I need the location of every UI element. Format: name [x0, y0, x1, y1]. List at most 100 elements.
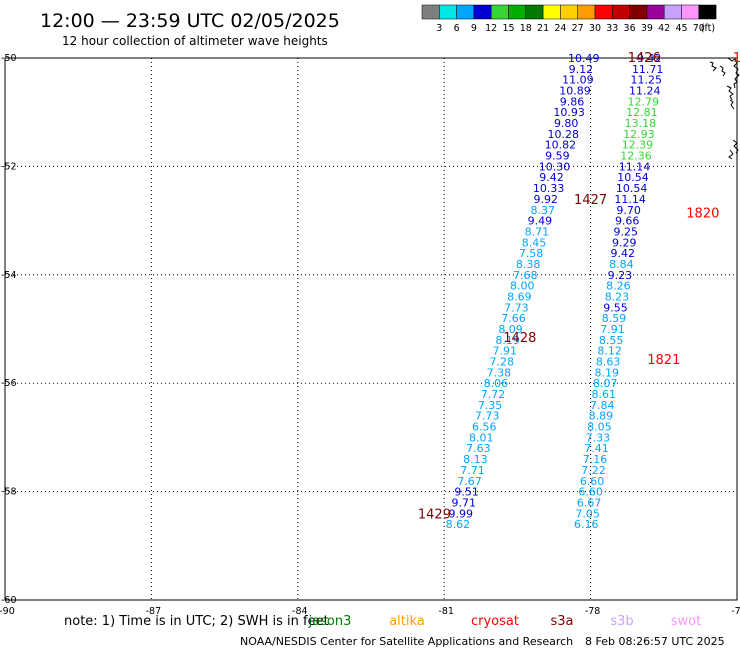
footer-note: note: 1) Time is in UTC; 2) SWH is in fe… [64, 614, 329, 629]
coastline-islands [709, 57, 740, 160]
x-tick-label: -81 [438, 606, 454, 617]
wave-height-point: 6.56 [472, 421, 497, 434]
wave-height-point: 7.33 [586, 431, 611, 444]
wave-height-point: 7.63 [466, 442, 491, 455]
wave-height-point: 7.91 [600, 323, 625, 336]
wave-height-point: 8.00 [510, 280, 535, 293]
colorbar-label: 33 [606, 23, 618, 34]
colorbar-swatch [612, 4, 630, 20]
wave-height-point: 12.81 [626, 106, 658, 119]
colorbar-swatch [525, 4, 544, 20]
pass-time-label: 1 [733, 51, 740, 66]
wave-height-point: 10.93 [553, 106, 585, 119]
y-tick-label: -52 [1, 161, 17, 172]
pass-time-label: 1428 [503, 331, 536, 346]
wave-height-point: 8.23 [605, 290, 630, 303]
colorbar-label: 15 [502, 23, 514, 34]
wave-height-point: 8.61 [592, 388, 617, 401]
wave-height-point: 8.07 [593, 377, 618, 390]
pass-time-label: 1821 [647, 353, 680, 368]
colorbar-swatch [490, 4, 509, 20]
wave-height-point: 7.73 [475, 410, 500, 423]
wave-height-point: 11.25 [630, 74, 662, 87]
colorbar-swatch [594, 4, 613, 20]
colorbar-swatch [681, 4, 700, 20]
wave-height-point: 9.42 [539, 171, 564, 184]
y-tick-label: -58 [1, 487, 17, 498]
axes: -90 -87 -84 -81 -78 -75 -50 -52 -54 -56 -58 -60 [0, 53, 740, 617]
x-tick-label: -78 [585, 606, 601, 617]
wave-height-point: 8.69 [507, 290, 532, 303]
wave-height-point: 9.29 [612, 236, 637, 249]
wave-height-point: 9.23 [608, 269, 633, 282]
colorbar-label: 24 [554, 23, 566, 34]
colorbar-label: 27 [572, 23, 584, 34]
colorbar-swatch [629, 4, 648, 20]
wave-height-point: 8.62 [446, 518, 471, 531]
colorbar-label: 9 [471, 23, 477, 34]
wave-height-point: 7.71 [460, 464, 485, 477]
chart-title: 12:00 — 23:59 UTC 02/05/2025 [40, 10, 340, 32]
wave-height-point: 8.19 [594, 366, 619, 379]
colorbar-swatch [508, 4, 527, 20]
wave-height-point: 7.28 [490, 356, 515, 369]
wave-height-point: 8.71 [525, 225, 550, 238]
wave-height-point: 11.14 [619, 160, 651, 173]
wave-height-point: 7.68 [513, 269, 538, 282]
wave-height-point: 10.54 [616, 182, 648, 195]
wave-height-point: 8.38 [516, 258, 541, 271]
pass-time-label: 1427 [574, 193, 607, 208]
wave-height-point: 8.45 [522, 236, 547, 249]
colorbar-swatch [560, 4, 578, 20]
colorbar-label: 39 [641, 23, 653, 34]
y-tick-label: -50 [1, 53, 17, 64]
colorbar-label: 42 [658, 23, 670, 34]
wave-height-point: 12.36 [620, 150, 652, 163]
y-tick-label: -60 [1, 595, 17, 606]
footer-timestamp: 8 Feb 08:26:57 UTC 2025 [585, 635, 725, 648]
plot-frame [4, 57, 738, 601]
wave-height-point: 10.33 [533, 182, 565, 195]
wave-height-point: 7.22 [581, 464, 606, 477]
wave-height-point: 7.41 [584, 442, 609, 455]
wave-height-point: 8.12 [597, 345, 622, 358]
satellite-legend-cryosat: cryosat [471, 614, 519, 629]
wave-height-point: 9.59 [545, 150, 570, 163]
track-b-values: 9.4211.7111.2511.2412.7912.8113.1812.931… [574, 52, 663, 531]
wave-height-point: 8.01 [469, 431, 494, 444]
pass-time-label: 1820 [686, 206, 719, 221]
wave-height-point: 6.60 [578, 486, 603, 499]
colorbar-swatch [698, 4, 717, 20]
wave-height-point: 10.49 [568, 52, 600, 65]
x-tick-label: -90 [0, 606, 15, 617]
colorbar-swatch [577, 4, 596, 20]
satellite-legend-s3a: s3a [550, 614, 573, 629]
wave-height-point: 8.63 [596, 356, 621, 369]
wave-height-point: 7.58 [519, 247, 544, 260]
pass-time-label: 1429 [418, 507, 451, 522]
wave-height-point: 9.42 [637, 52, 662, 65]
wave-height-point: 7.67 [457, 475, 482, 488]
colorbar-swatch [456, 4, 475, 20]
colorbar-swatch [421, 4, 440, 20]
wave-height-point: 9.99 [449, 507, 474, 520]
wave-height-point: 7.84 [590, 399, 615, 412]
satellite-legend: jason3 altika cryosat s3a s3b swot [308, 614, 702, 629]
wave-height-point: 7.91 [492, 345, 517, 358]
wave-height-point: 12.93 [623, 128, 655, 141]
x-tick-label: -75 [731, 606, 740, 617]
y-tick-label: -54 [1, 270, 17, 281]
colorbar-label: 18 [520, 23, 532, 34]
wave-height-point: 9.80 [554, 117, 579, 130]
colorbar-label: 21 [537, 23, 549, 34]
track-a-values: 10.499.1211.0910.899.8610.939.8010.2810.… [446, 52, 600, 531]
wave-height-point: 10.54 [617, 171, 649, 184]
satellite-legend-s3b: s3b [610, 614, 633, 629]
wave-height-point: 7.66 [501, 312, 526, 325]
wave-height-point: 8.59 [602, 312, 627, 325]
satellite-legend-jason3: jason3 [308, 614, 352, 629]
colorbar-swatch [663, 4, 682, 20]
y-tick-label: -56 [1, 378, 17, 389]
wave-height-point: 8.55 [599, 334, 624, 347]
wave-height-point: 8.19 [495, 334, 520, 347]
